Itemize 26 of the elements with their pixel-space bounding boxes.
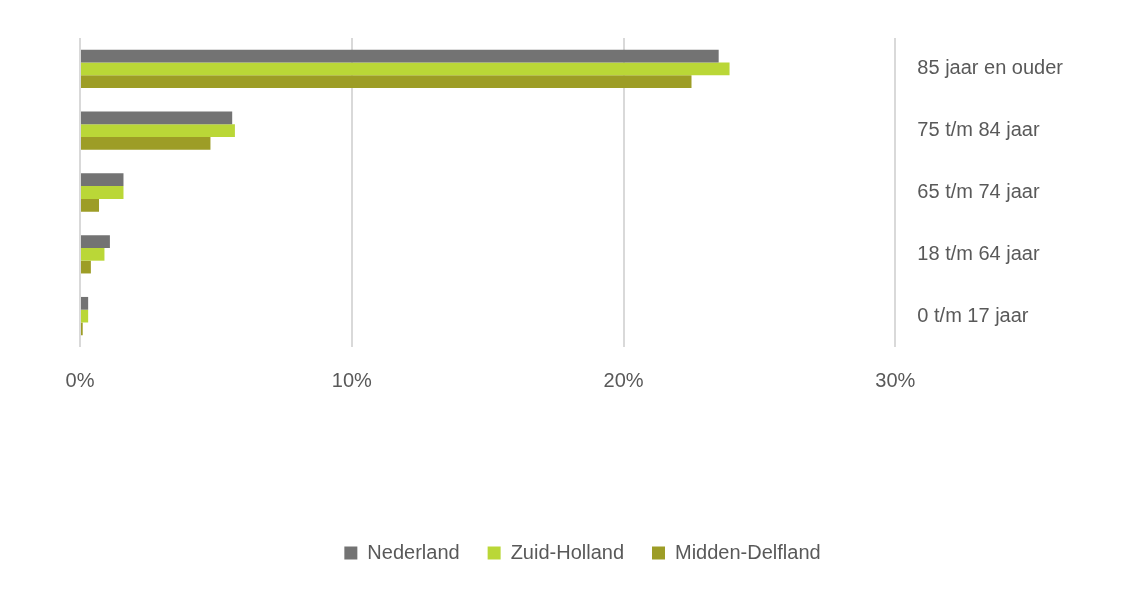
bar	[81, 235, 110, 248]
bar	[81, 137, 211, 150]
y-tick-label: 65 t/m 74 jaar	[917, 180, 1040, 203]
bar	[81, 198, 100, 212]
bar	[81, 111, 233, 125]
bar	[81, 260, 91, 274]
legend-label: Midden-Delfland	[675, 540, 821, 563]
bar	[81, 75, 692, 89]
legend-label: Nederland	[367, 540, 460, 563]
x-tick-label: 10%	[331, 368, 373, 391]
x-tick-label: 20%	[603, 368, 644, 391]
y-tick-label: 85 jaar en ouder	[917, 56, 1064, 79]
x-tick-label: 30%	[875, 368, 916, 391]
bar	[81, 124, 235, 138]
x-tick-label: 0%	[65, 368, 95, 391]
y-tick-label: 75 t/m 84 jaar	[917, 118, 1040, 141]
legend-label: Zuid-Holland	[510, 540, 625, 563]
y-tick-label: 0 t/m 17 jaar	[917, 303, 1029, 326]
y-tick-label: 18 t/m 64 jaar	[917, 241, 1040, 264]
bar	[81, 186, 124, 199]
bar	[81, 49, 719, 63]
bar	[81, 309, 89, 323]
bar	[81, 173, 124, 187]
bar	[81, 296, 89, 310]
bar	[81, 62, 730, 76]
bar	[81, 247, 105, 261]
